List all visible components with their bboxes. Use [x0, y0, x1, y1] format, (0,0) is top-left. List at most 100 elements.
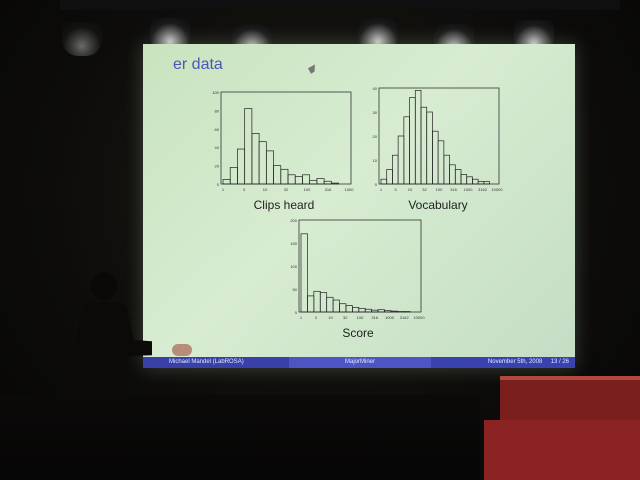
x-tick-label: 1: [380, 187, 383, 192]
histogram-bar: [414, 90, 422, 185]
histogram-bar: [420, 106, 428, 185]
x-tick-label: 3: [315, 315, 318, 320]
histogram-bar: [302, 174, 311, 185]
histogram-bar: [358, 307, 366, 313]
x-tick-label: 316: [371, 315, 378, 320]
histogram-score: 200 150 100 50 01 3 10 32 100 316 1000 3162 10000: [290, 218, 425, 320]
y-tick-label: 40: [373, 86, 378, 91]
y-tick-label: 150: [290, 241, 297, 246]
x-tick-label: 100: [357, 315, 364, 320]
histogram-bar: [300, 233, 308, 313]
histogram-bar: [345, 305, 353, 313]
x-tick-label: 10: [328, 315, 333, 320]
chart-caption-score: Score: [342, 326, 374, 340]
x-tick-label: 32: [422, 187, 427, 192]
histogram-bar: [244, 108, 253, 185]
y-tick-label: 0: [295, 310, 298, 315]
audience-seats: [0, 395, 480, 480]
histogram-bar: [390, 310, 398, 313]
footer-author: Michael Mandel (LabROSA): [143, 357, 289, 368]
histogram-bar: [265, 150, 274, 185]
histogram-bar: [397, 135, 405, 185]
y-tick-label: 10: [373, 158, 378, 163]
lighting-truss: [60, 0, 620, 10]
histogram-bar: [460, 174, 468, 185]
projection-screen: er data 100 80 60 40 20 0 1 3 10 32 100 316 1000 Cli…: [143, 44, 575, 368]
x-tick-label: 32: [284, 187, 289, 192]
mouse-cursor-icon: [308, 64, 318, 74]
slide-title: er data: [173, 56, 223, 73]
x-tick-label: 100: [436, 187, 443, 192]
footer-date-page: November 5th, 2008 13 / 26: [431, 357, 575, 368]
y-tick-label: 30: [373, 110, 378, 115]
histogram-bar: [403, 116, 410, 185]
y-tick-label: 50: [293, 287, 298, 292]
x-tick-label: 316: [450, 187, 457, 192]
footer-talk-title: MajorMiner: [289, 357, 431, 368]
chart-caption-clips-heard: Clips heard: [253, 198, 315, 212]
histogram-bar: [287, 174, 296, 185]
histogram-bar: [449, 164, 456, 185]
x-tick-label: 1000: [464, 187, 474, 192]
x-tick-label: 3162: [478, 187, 488, 192]
histogram-bar: [229, 167, 238, 185]
x-tick-label: 10000: [491, 187, 503, 192]
projector-table: [484, 420, 640, 480]
histogram-bar: [332, 299, 340, 313]
histogram-bar: [326, 296, 334, 313]
x-tick-label: 10: [263, 187, 268, 192]
x-tick-label: 3162: [400, 315, 410, 320]
y-tick-label: 0: [375, 182, 378, 187]
histogram-bar: [483, 181, 490, 185]
histogram-bar: [454, 169, 462, 185]
histogram-bar: [307, 295, 315, 313]
histogram-bar: [319, 292, 328, 313]
histogram-bar: [237, 148, 246, 185]
histogram-bar: [472, 178, 479, 185]
x-tick-label: 3: [394, 187, 397, 192]
histogram-clips-heard: 100 80 60 40 20 01 3 10 32 100 316 1000: [212, 90, 354, 192]
histogram-bar: [309, 179, 318, 185]
y-tick-label: 80: [215, 108, 220, 113]
histogram-bar: [432, 130, 439, 185]
histogram-bar: [386, 169, 393, 185]
projector: [500, 376, 640, 424]
histogram-bar: [380, 178, 388, 185]
histogram-bar: [437, 140, 445, 185]
histogram-bar: [316, 178, 325, 185]
x-tick-label: 10: [408, 187, 413, 192]
chart-caption-vocabulary: Vocabulary: [408, 198, 468, 212]
histogram-bar: [339, 303, 347, 313]
histogram-bar: [371, 309, 379, 313]
y-tick-label: 100: [212, 90, 219, 95]
x-tick-label: 1: [300, 315, 303, 320]
x-tick-label: 1000: [385, 315, 395, 320]
y-tick-label: 0: [217, 182, 220, 187]
histogram-bar: [392, 154, 399, 185]
slide-footer: Michael Mandel (LabROSA) MajorMiner Nove…: [143, 357, 575, 368]
y-tick-label: 100: [290, 264, 297, 269]
histogram-bar: [330, 182, 339, 185]
histogram-bar: [251, 133, 260, 185]
y-tick-label: 40: [215, 145, 220, 150]
stage-light-6: [62, 22, 102, 56]
y-tick-label: 20: [215, 164, 220, 169]
x-tick-label: 32: [343, 315, 348, 320]
plot-frame: [220, 91, 352, 185]
presenter-hand: [172, 344, 192, 356]
histogram-bar: [313, 290, 321, 313]
x-tick-label: 316: [325, 187, 332, 192]
x-tick-label: 10000: [413, 315, 425, 320]
histogram-bar: [352, 307, 360, 313]
histogram-bar: [426, 111, 433, 185]
histogram-bar: [323, 180, 332, 185]
plot-frame: [378, 87, 500, 185]
plot-frame: [298, 219, 422, 313]
y-tick-label: 200: [290, 218, 297, 223]
x-tick-label: 100: [304, 187, 311, 192]
histogram-bar: [222, 179, 231, 185]
y-tick-label: 60: [215, 127, 220, 132]
x-tick-label: 1: [222, 187, 225, 192]
histogram-bar: [443, 154, 450, 185]
x-tick-label: 3: [243, 187, 246, 192]
